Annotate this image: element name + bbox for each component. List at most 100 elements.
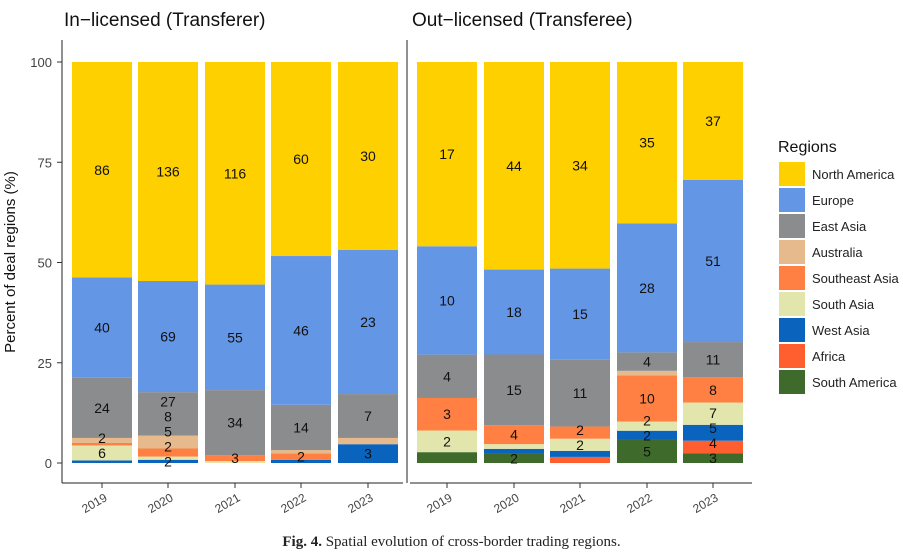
bar-segment <box>550 438 610 451</box>
legend-label: North America <box>812 167 895 182</box>
bar-segment <box>550 62 610 269</box>
data-label: 51 <box>705 253 721 269</box>
bar-segment <box>550 456 610 463</box>
bar-segment <box>72 442 132 446</box>
bar-segment <box>72 277 132 378</box>
data-label: 4 <box>510 427 518 443</box>
data-label: 7 <box>364 408 372 424</box>
bar-segment <box>617 62 677 224</box>
data-label: 30 <box>360 148 376 164</box>
data-label: 2 <box>164 453 172 469</box>
data-label: 34 <box>572 157 588 173</box>
data-label: 18 <box>506 304 522 320</box>
data-label: 46 <box>293 322 309 338</box>
x-tick-label: 2022 <box>624 490 654 516</box>
data-label: 17 <box>439 146 455 162</box>
data-label: 4 <box>709 435 717 451</box>
bar-segment <box>683 179 743 343</box>
data-label: 2 <box>576 422 584 438</box>
figure-caption: Fig. 4. Spatial evolution of cross-borde… <box>0 534 903 551</box>
data-label: 5 <box>643 443 651 459</box>
bar-segment <box>617 375 677 422</box>
bar-segment <box>138 435 198 449</box>
legend-label: Southeast Asia <box>812 271 899 286</box>
bar-segment <box>550 359 610 427</box>
bar-segment <box>271 450 331 454</box>
data-label: 86 <box>94 162 110 178</box>
bar-segment <box>138 392 198 436</box>
bar-segment <box>205 455 265 462</box>
legend-swatch <box>779 370 805 394</box>
bar-segment <box>205 461 265 463</box>
data-label: 28 <box>639 280 655 296</box>
y-axis-title: Percent of deal regions (%) <box>2 171 19 353</box>
data-label: 10 <box>439 292 455 308</box>
bar-segment <box>138 448 198 457</box>
bar-segment <box>550 268 610 360</box>
data-label: 2 <box>510 450 518 466</box>
x-tick-label: 2023 <box>345 490 375 516</box>
bar-segment <box>72 62 132 278</box>
bar-segment <box>417 354 477 398</box>
data-label: 2 <box>443 433 451 449</box>
bar-segment <box>338 394 398 438</box>
bar-segment <box>683 377 743 403</box>
data-label: 27 <box>160 393 176 409</box>
legend-swatch <box>779 344 805 368</box>
bar-segment <box>683 62 743 180</box>
bar-segment <box>338 437 398 445</box>
legend-swatch <box>779 162 805 186</box>
legend-swatch <box>779 292 805 316</box>
x-tick-label: 2021 <box>557 490 587 516</box>
legend-swatch <box>779 318 805 342</box>
bar-segment <box>484 448 544 454</box>
data-label: 11 <box>573 385 588 401</box>
bar-segment <box>205 284 265 391</box>
bar-segment <box>271 256 331 405</box>
bar-segment <box>271 453 331 460</box>
x-tick-label: 2019 <box>79 490 109 516</box>
y-tick-label: 25 <box>38 356 52 371</box>
data-label: 55 <box>227 329 243 345</box>
legend-label: Australia <box>812 245 863 260</box>
data-label: 3 <box>364 446 372 462</box>
data-label: 5 <box>164 423 172 439</box>
bar-segment <box>484 453 544 463</box>
bar-segment <box>138 62 198 282</box>
data-label: 2 <box>643 412 651 428</box>
data-label: 40 <box>94 320 110 336</box>
data-label: 37 <box>705 113 721 129</box>
bar-segment <box>617 439 677 463</box>
data-label: 2 <box>576 437 584 453</box>
caption-label: Fig. 4. <box>282 534 322 550</box>
bar-segment <box>72 445 132 461</box>
data-label: 6 <box>98 445 106 461</box>
legend-swatch <box>779 188 805 212</box>
data-label: 5 <box>709 420 717 436</box>
data-label: 3 <box>231 450 239 466</box>
legend-label: West Asia <box>812 323 870 338</box>
x-tick-label: 2019 <box>424 490 454 516</box>
x-tick-label: 2021 <box>212 490 242 516</box>
data-label: 2 <box>297 449 305 465</box>
bar-segment <box>617 421 677 431</box>
bar-segment <box>550 450 610 457</box>
data-label: 4 <box>443 368 451 384</box>
data-label: 2 <box>98 430 106 446</box>
panel-title: In−licensed (Transferer) <box>64 10 266 31</box>
data-label: 60 <box>293 151 309 167</box>
bar-segment <box>271 62 331 257</box>
bar-segment <box>484 425 544 445</box>
data-label: 8 <box>709 382 717 398</box>
legend-label: Africa <box>812 349 846 364</box>
legend-label: South Asia <box>812 297 875 312</box>
bar-segment <box>72 437 132 443</box>
bar-segment <box>683 453 743 463</box>
data-label: 35 <box>639 135 655 151</box>
data-label: 24 <box>94 400 110 416</box>
bar-segment <box>417 397 477 431</box>
bar-segment <box>617 430 677 440</box>
data-label: 116 <box>224 165 247 181</box>
bar-segment <box>72 377 132 438</box>
